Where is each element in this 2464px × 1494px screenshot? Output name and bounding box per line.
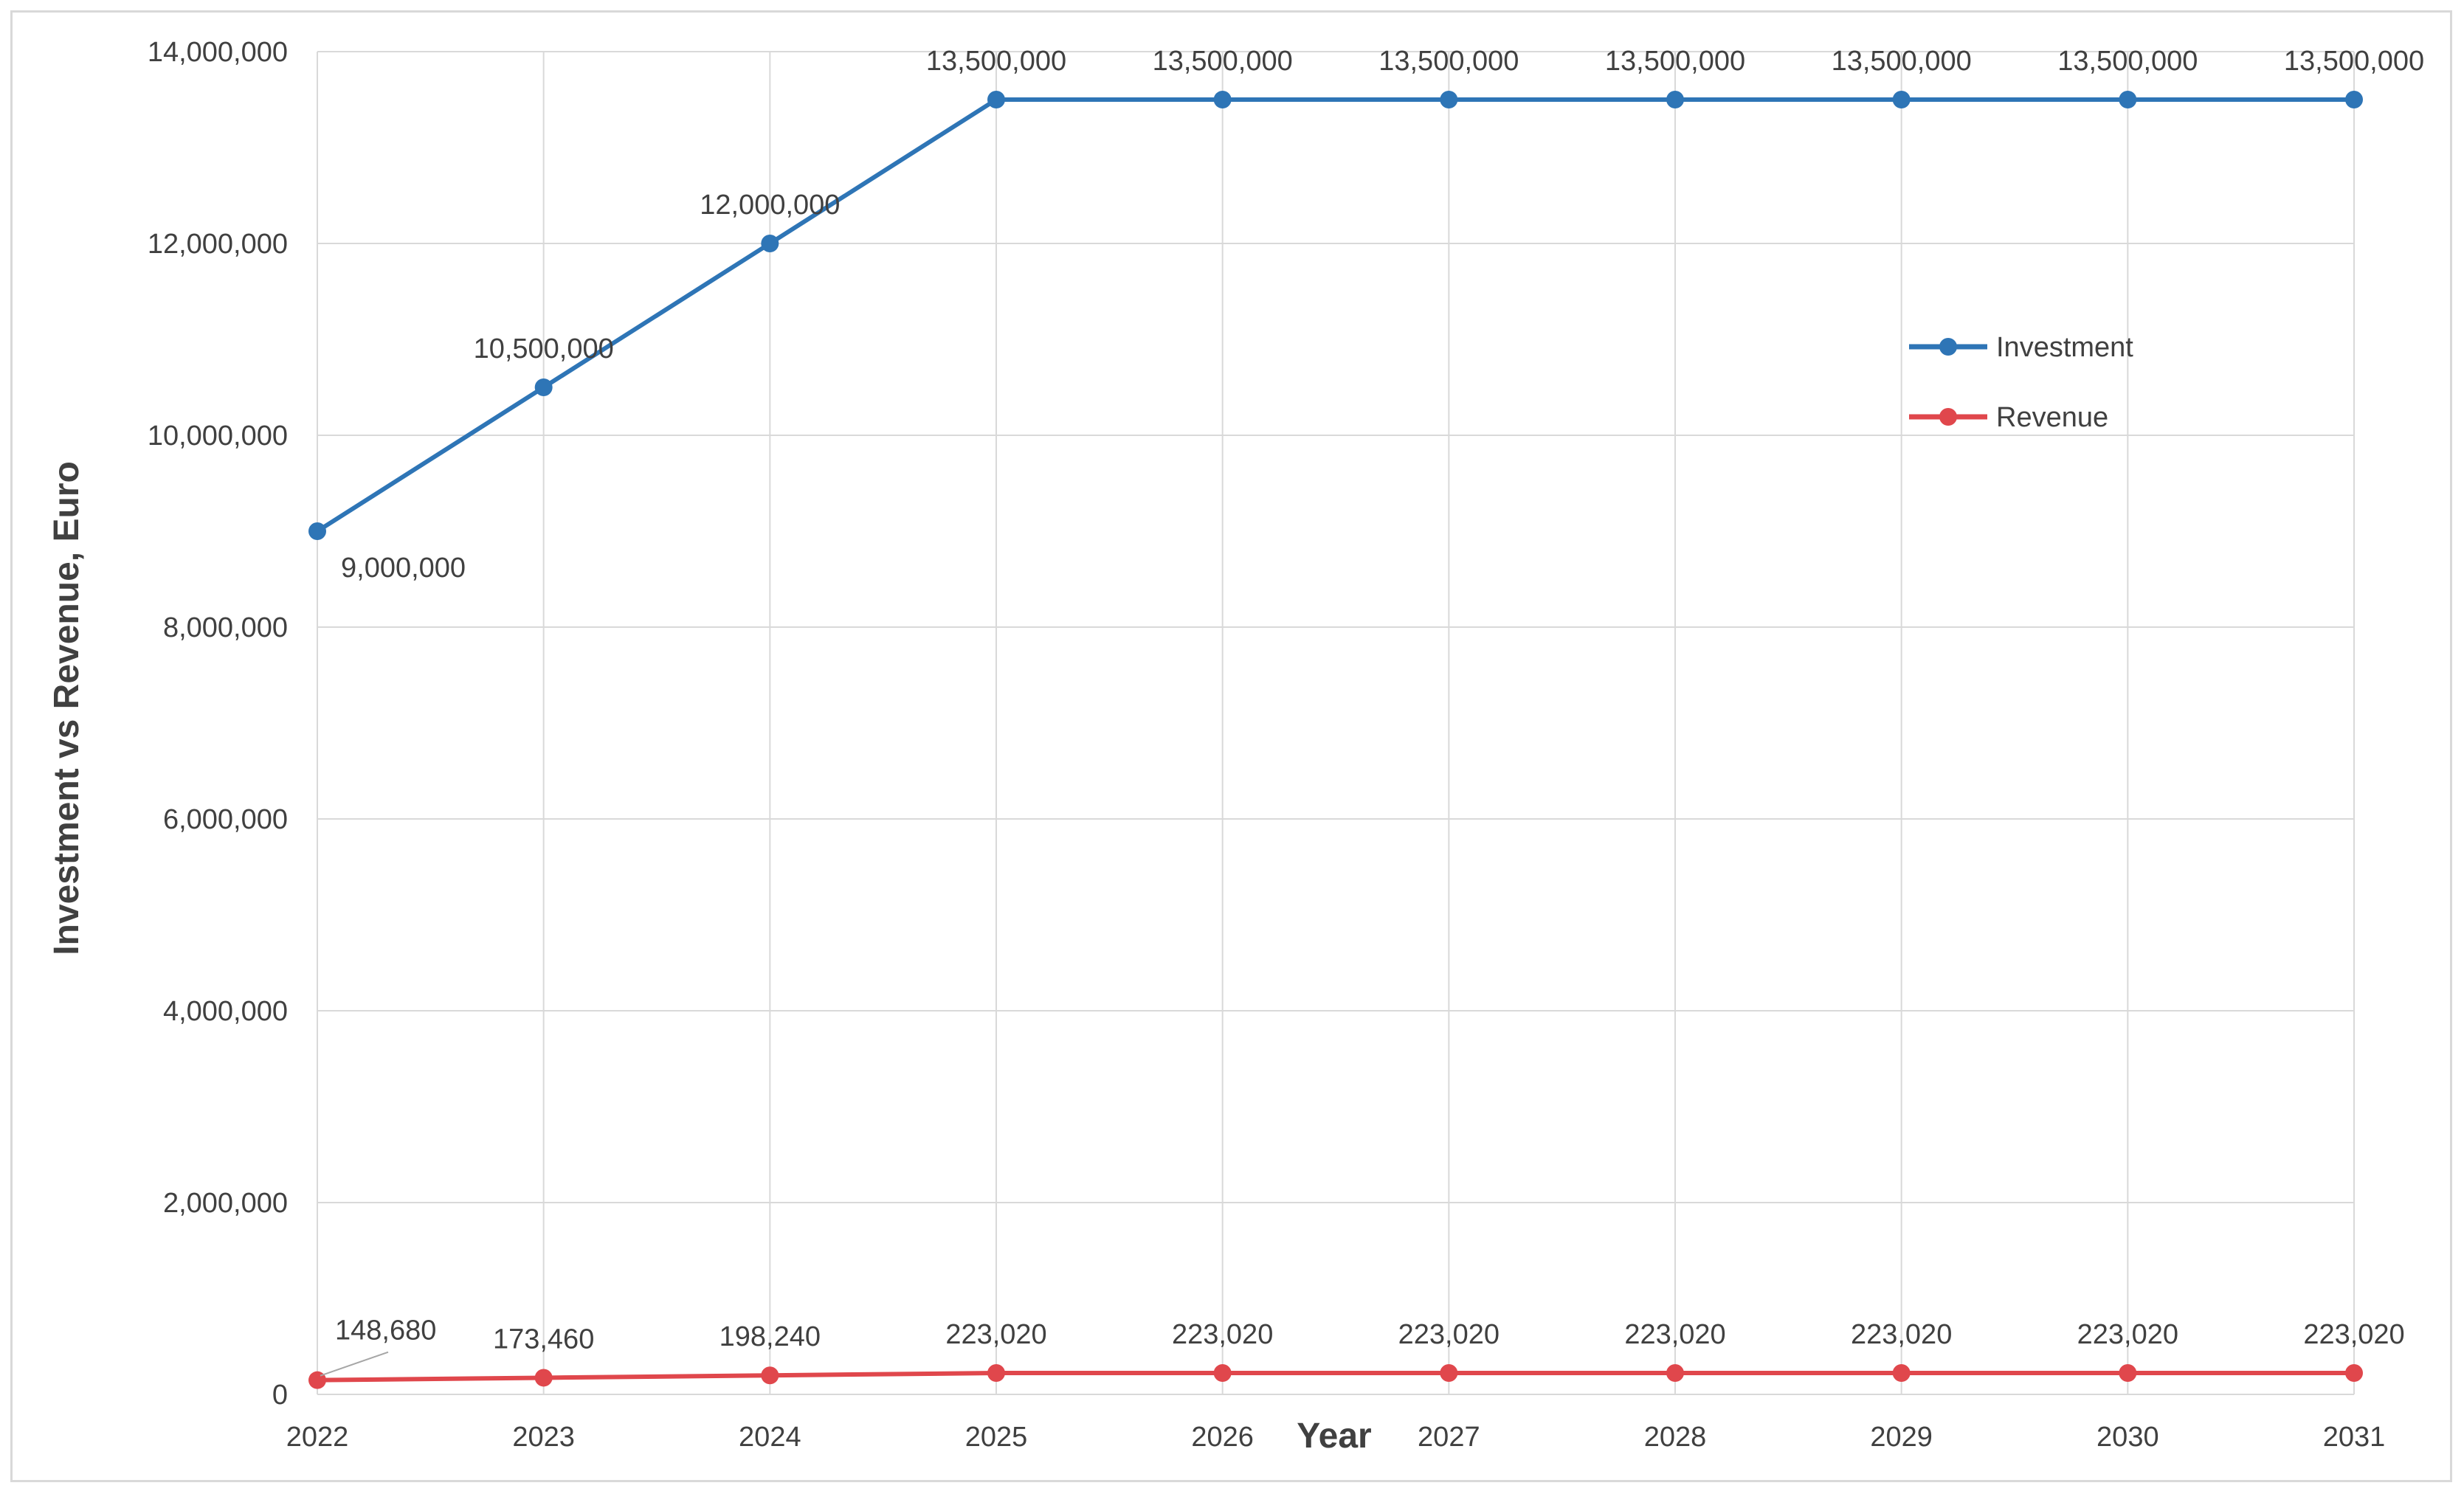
data-label-revenue: 173,460 xyxy=(493,1324,594,1355)
data-label-investment: 13,500,000 xyxy=(1832,46,1972,77)
y-axis-ticks: 0 2,000,000 4,000,000 6,000,000 8,000,000 10,… xyxy=(148,37,288,1411)
data-label-revenue: 223,020 xyxy=(2077,1319,2178,1350)
data-point-revenue xyxy=(1666,1364,1684,1383)
legend-item-revenue: Revenue xyxy=(1909,402,2108,433)
x-tick-label: 2031 xyxy=(2323,1422,2386,1453)
data-label-investment: 10,500,000 xyxy=(474,333,614,364)
y-tick-label: 0 xyxy=(272,1380,288,1411)
data-label-revenue: 223,020 xyxy=(1172,1319,1273,1350)
y-tick-label: 2,000,000 xyxy=(163,1188,288,1219)
legend-label-revenue: Revenue xyxy=(1996,402,2108,433)
x-tick-label: 2027 xyxy=(1418,1422,1480,1453)
data-point-investment xyxy=(308,522,326,540)
x-tick-label: 2029 xyxy=(1870,1422,1933,1453)
data-point-revenue xyxy=(534,1369,553,1387)
data-label-revenue: 223,020 xyxy=(1398,1319,1500,1350)
y-tick-label: 12,000,000 xyxy=(148,229,288,260)
y-tick-label: 10,000,000 xyxy=(148,421,288,452)
legend-label-investment: Investment xyxy=(1996,332,2133,363)
legend-marker-investment xyxy=(1939,338,1957,356)
series-layer xyxy=(308,91,2363,1389)
data-point-revenue xyxy=(2345,1364,2363,1383)
data-point-revenue xyxy=(1440,1364,1458,1383)
data-label-investment: 13,500,000 xyxy=(1605,46,1745,77)
data-point-investment xyxy=(2345,91,2363,108)
data-point-revenue xyxy=(2119,1364,2137,1383)
legend: Investment Revenue xyxy=(1909,332,2133,433)
data-label-revenue: 223,020 xyxy=(945,1319,1046,1350)
y-axis-title: Investment vs Revenue, Euro xyxy=(47,461,86,955)
data-point-revenue xyxy=(987,1364,1005,1383)
data-label-revenue: 198,240 xyxy=(719,1321,821,1352)
data-label-investment: 13,500,000 xyxy=(1153,46,1293,77)
data-label-investment: 13,500,000 xyxy=(926,46,1066,77)
chart-frame xyxy=(10,10,2452,1482)
data-point-investment xyxy=(761,235,779,252)
data-label-investment: 13,500,000 xyxy=(2057,46,2198,77)
legend-item-investment: Investment xyxy=(1909,332,2133,363)
x-tick-label: 2026 xyxy=(1191,1422,1254,1453)
grid-lines xyxy=(317,51,2355,1395)
y-tick-label: 14,000,000 xyxy=(148,37,288,68)
data-point-investment xyxy=(2119,91,2137,108)
x-axis-ticks: 2022 2023 2024 2025 2026 2027 2028 2029 2030 2031 xyxy=(286,1422,2386,1453)
data-label-revenue: 223,020 xyxy=(2303,1319,2404,1350)
x-tick-label: 2023 xyxy=(512,1422,575,1453)
data-label-investment: 13,500,000 xyxy=(2284,46,2424,77)
data-point-revenue xyxy=(1213,1364,1232,1383)
data-label-investment: 9,000,000 xyxy=(341,553,466,584)
legend-marker-revenue xyxy=(1939,408,1957,426)
data-label-leader xyxy=(320,1351,389,1377)
data-label-revenue: 223,020 xyxy=(1851,1319,1952,1350)
data-label-investment: 12,000,000 xyxy=(700,190,840,221)
data-label-investment: 13,500,000 xyxy=(1378,46,1519,77)
y-tick-label: 4,000,000 xyxy=(163,996,288,1027)
series-line-investment xyxy=(316,97,2354,533)
data-label-revenue: 223,020 xyxy=(1624,1319,1725,1350)
x-tick-label: 2024 xyxy=(739,1422,801,1453)
data-point-investment xyxy=(1213,91,1232,108)
x-tick-label: 2028 xyxy=(1644,1422,1707,1453)
x-tick-label: 2025 xyxy=(965,1422,1028,1453)
data-point-investment xyxy=(1440,91,1458,108)
data-point-revenue xyxy=(1892,1364,1911,1383)
data-point-investment xyxy=(534,378,553,396)
x-tick-label: 2022 xyxy=(286,1422,349,1453)
x-axis-title: Year xyxy=(1297,1417,1371,1456)
data-label-revenue: 148,680 xyxy=(335,1315,436,1346)
data-point-revenue xyxy=(761,1366,779,1385)
y-tick-label: 6,000,000 xyxy=(163,804,288,835)
x-tick-label: 2030 xyxy=(2097,1422,2159,1453)
data-point-investment xyxy=(987,91,1005,108)
data-point-investment xyxy=(1666,91,1684,108)
series-line-revenue xyxy=(317,1371,2354,1383)
data-point-investment xyxy=(1892,91,1911,108)
y-tick-label: 8,000,000 xyxy=(163,612,288,643)
data-labels: 9,000,000 10,500,000 12,000,000 13,500,000 1… xyxy=(320,46,2424,1377)
